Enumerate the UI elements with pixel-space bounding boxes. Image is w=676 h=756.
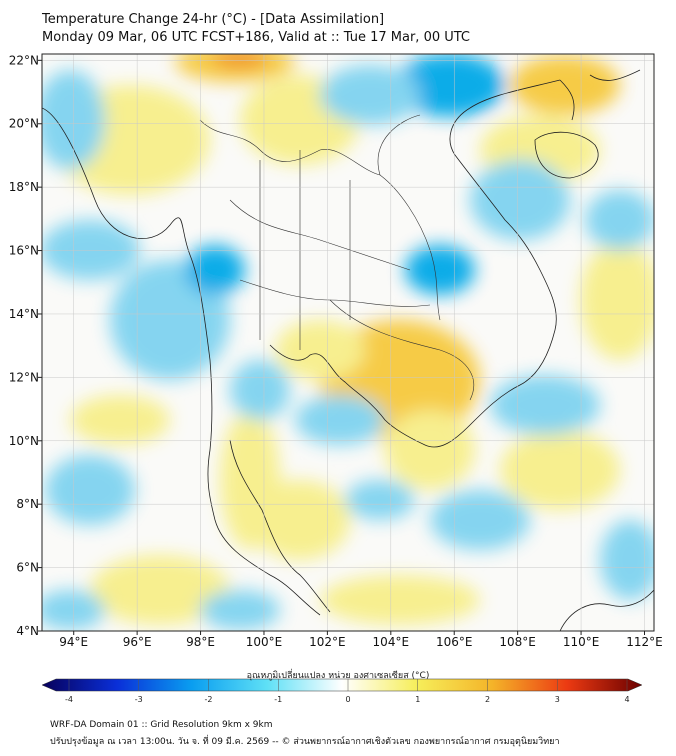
colorbar-tick-label: -3 <box>135 695 143 704</box>
colorbar-tick-label: -2 <box>205 695 213 704</box>
colorbar <box>41 678 643 692</box>
colorbar-tick-label: -4 <box>65 695 73 704</box>
warm-patch <box>70 395 170 445</box>
border-line <box>377 114 421 176</box>
cold-patch <box>320 65 420 125</box>
colorbar-tick-label: 2 <box>485 695 490 704</box>
lon-label: 108°E <box>499 635 536 649</box>
lat-label: 20°N <box>9 117 39 131</box>
footer-line-1: WRF-DA Domain 01 :: Grid Resolution 9km … <box>50 720 273 730</box>
lat-label: 8°N <box>16 497 39 511</box>
coastline-hainan <box>534 131 599 179</box>
colorbar-tick-label: -1 <box>274 695 282 704</box>
cold-patch <box>430 490 530 550</box>
border-line <box>329 299 475 401</box>
admin-borders <box>199 114 475 401</box>
temperature-field <box>42 54 654 631</box>
latitude-axis: 22°N 20°N 18°N 16°N 14°N 12°N 10°N 8°N 6°N 4°N <box>9 53 42 638</box>
lat-label: 18°N <box>9 180 39 194</box>
cold-patch <box>42 70 105 170</box>
coastlines <box>42 69 654 631</box>
colorbar-title: อุณหภูมิเปลี่ยนแปลง หน่วย องศาเซลเซียส (… <box>246 671 430 681</box>
border-line <box>259 150 351 350</box>
cold-patch <box>42 590 105 630</box>
lon-label: 104°E <box>373 635 410 649</box>
longitude-axis: 94°E 96°E 98°E 100°E 102°E 104°E 106°E 108°E 110… <box>59 631 663 649</box>
warm-patch <box>500 430 620 510</box>
cold-patch <box>185 245 245 295</box>
coastline-mainland <box>42 107 331 616</box>
lon-label: 94°E <box>59 635 88 649</box>
lat-label: 6°N <box>16 561 39 575</box>
warm-patch <box>250 480 350 560</box>
cold-patch <box>405 245 475 295</box>
lon-label: 102°E <box>309 635 346 649</box>
border-line <box>379 174 441 321</box>
map-subtitle: Monday 09 Mar, 06 UTC FCST+186, Valid at… <box>42 30 471 45</box>
footer-line-2: ปรับปรุงข้อมูล ณ เวลา 13:00น. วัน จ. ที่… <box>50 737 560 747</box>
colorbar-ticks: -4 -3 -2 -1 0 1 2 3 4 <box>65 679 630 704</box>
cold-patch <box>200 590 280 630</box>
colorbar-tick-label: 1 <box>415 695 420 704</box>
border-line <box>199 119 381 176</box>
lat-label: 22°N <box>9 53 39 67</box>
cold-patch <box>470 160 570 240</box>
coastline-borneo <box>559 589 654 631</box>
lat-label: 4°N <box>16 624 39 638</box>
cold-patch <box>45 455 135 525</box>
border-line <box>229 199 411 271</box>
map-title: Temperature Change 24-hr (°C) - [Data As… <box>42 12 385 27</box>
lat-label: 14°N <box>9 307 39 321</box>
colorbar-tick-label: 0 <box>345 695 350 704</box>
colorbar-tick-label: 3 <box>555 695 560 704</box>
warm-patch <box>90 555 230 625</box>
warm-patch <box>320 575 480 625</box>
lat-label: 12°N <box>9 370 39 384</box>
cold-patch <box>345 480 415 520</box>
colorbar-tick-label: 4 <box>624 695 629 704</box>
cold-patch <box>395 54 505 117</box>
lon-label: 112°E <box>626 635 663 649</box>
warm-patch <box>275 320 365 380</box>
map-frame <box>41 53 655 632</box>
warm-patch <box>580 240 654 360</box>
cold-patch <box>490 375 600 435</box>
cold-patch <box>295 395 385 445</box>
cold-patch <box>585 190 654 250</box>
lon-label: 106°E <box>436 635 473 649</box>
coastline-leizhou <box>559 69 641 121</box>
lat-label: 16°N <box>9 244 39 258</box>
hot-patch <box>212 54 268 67</box>
cold-patch <box>42 220 140 280</box>
warm-patch <box>385 410 475 490</box>
cold-patch <box>600 520 654 600</box>
lon-label: 98°E <box>186 635 215 649</box>
lon-label: 110°E <box>563 635 600 649</box>
gridlines <box>42 54 654 631</box>
coastline-gulf <box>269 79 561 448</box>
lon-label: 96°E <box>123 635 152 649</box>
cold-patch <box>230 360 290 420</box>
lon-label: 100°E <box>246 635 283 649</box>
lat-label: 10°N <box>9 434 39 448</box>
